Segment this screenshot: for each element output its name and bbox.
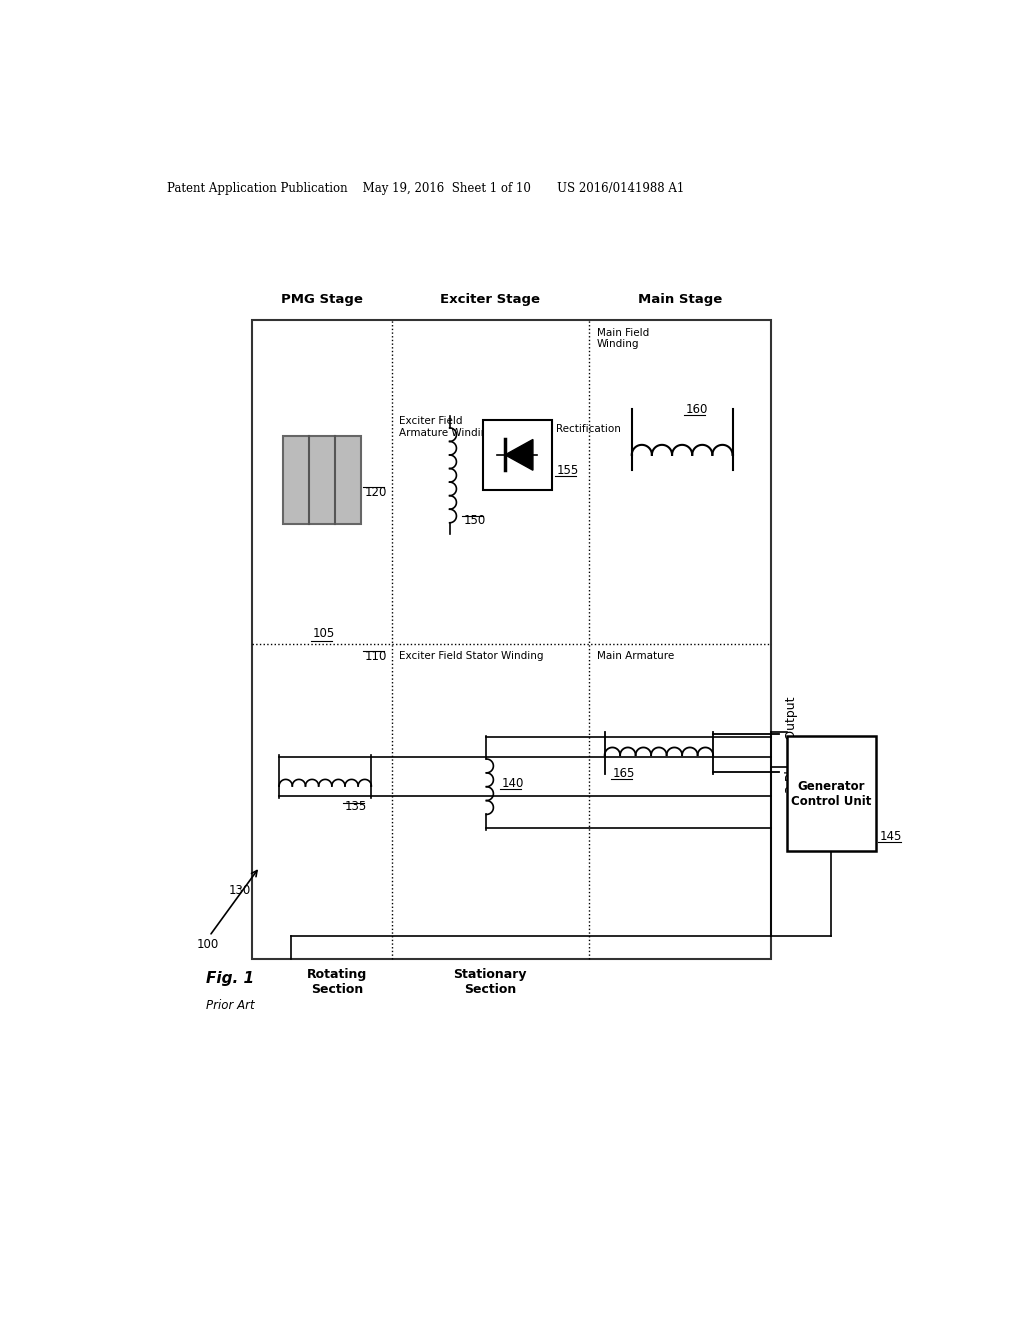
Text: Stationary
Section: Stationary Section xyxy=(454,969,527,997)
Text: 3 Phase Output: 3 Phase Output xyxy=(785,697,798,793)
Text: 120: 120 xyxy=(365,486,387,499)
Text: Exciter Stage: Exciter Stage xyxy=(440,293,541,306)
Text: 155: 155 xyxy=(556,465,579,477)
Text: Patent Application Publication    May 19, 2016  Sheet 1 of 10       US 2016/0141: Patent Application Publication May 19, 2… xyxy=(167,182,684,194)
Text: 135: 135 xyxy=(345,800,368,813)
Bar xyxy=(786,737,876,851)
Text: Rotating
Section: Rotating Section xyxy=(307,969,368,997)
Text: Main Field
Winding: Main Field Winding xyxy=(597,327,649,350)
Text: Generator
Control Unit: Generator Control Unit xyxy=(792,780,871,808)
Text: 140: 140 xyxy=(502,776,524,789)
Bar xyxy=(252,321,771,960)
Text: Rectification: Rectification xyxy=(556,424,622,434)
Bar xyxy=(283,436,360,524)
Text: 130: 130 xyxy=(228,884,251,896)
Text: PMG Stage: PMG Stage xyxy=(281,293,362,306)
Bar xyxy=(482,420,552,490)
Text: Prior Art: Prior Art xyxy=(206,999,254,1012)
Text: 105: 105 xyxy=(312,627,335,640)
Text: 100: 100 xyxy=(197,937,218,950)
Text: Main Armature: Main Armature xyxy=(597,651,674,661)
Text: 165: 165 xyxy=(612,767,635,780)
Text: Main Stage: Main Stage xyxy=(638,293,722,306)
Text: Fig. 1: Fig. 1 xyxy=(206,970,254,986)
Text: 150: 150 xyxy=(464,513,485,527)
Text: 145: 145 xyxy=(880,830,902,843)
Text: 110: 110 xyxy=(365,649,387,663)
Text: Exciter Field
Armature Winding: Exciter Field Armature Winding xyxy=(399,416,495,438)
Polygon shape xyxy=(505,440,532,470)
Text: 160: 160 xyxy=(686,403,709,416)
Text: Exciter Field Stator Winding: Exciter Field Stator Winding xyxy=(399,651,544,661)
